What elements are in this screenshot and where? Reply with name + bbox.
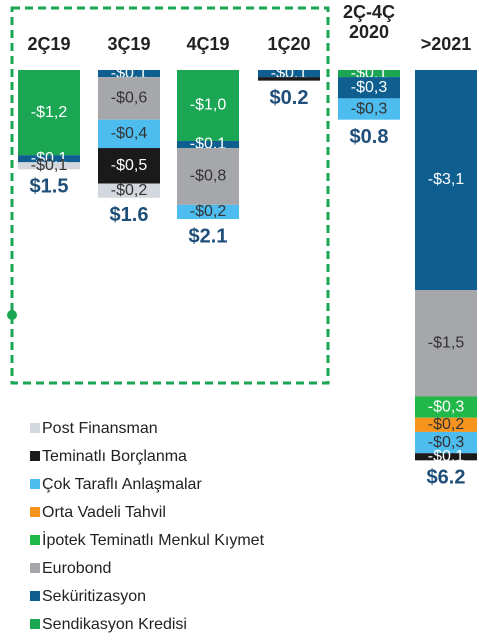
legend-item: Sendikasyon Kredisi <box>30 616 187 634</box>
data-label: -$0,2 <box>428 416 465 433</box>
legend-label: Orta Vadeli Tahvil <box>42 504 166 521</box>
total-label: $1.5 <box>30 176 69 198</box>
legend-label: Post Finansman <box>42 420 158 437</box>
data-label: -$0,3 <box>351 100 388 117</box>
legend-item: Orta Vadeli Tahvil <box>30 504 166 522</box>
data-label: -$0,2 <box>111 182 148 199</box>
total-label: $6.2 <box>427 467 466 489</box>
bar-segment <box>258 77 320 81</box>
bar-segment <box>338 77 400 99</box>
legend-item: Eurobond <box>30 560 111 578</box>
data-label: -$0,2 <box>190 203 227 220</box>
bar-segment <box>177 148 239 205</box>
bar-segment <box>98 119 160 149</box>
data-label: -$0,1 <box>31 157 68 174</box>
legend-item: Teminatlı Borçlanma <box>30 448 187 466</box>
legend-swatch <box>30 563 40 573</box>
data-label: -$0,1 <box>428 448 465 465</box>
legend-swatch <box>30 507 40 517</box>
data-label: -$0,8 <box>190 168 227 185</box>
legend-label: Seküritizasyon <box>42 588 147 605</box>
x-tick-label: 4Ç19 <box>186 34 230 54</box>
bar-segment <box>415 453 477 461</box>
highlight-dot <box>7 310 17 320</box>
bar-segment <box>98 148 160 184</box>
data-label: -$0,6 <box>111 90 148 107</box>
bar-segment <box>415 70 477 290</box>
legend-swatch <box>30 535 40 545</box>
data-label: -$0,4 <box>111 125 148 142</box>
data-label: -$0,3 <box>428 398 465 415</box>
total-label: $0.2 <box>270 87 309 109</box>
legend-item: Seküritizasyon <box>30 588 146 606</box>
bar-segment <box>338 98 400 120</box>
bar-segment <box>415 417 477 432</box>
data-label: -$0,3 <box>351 79 388 96</box>
legend-item: Çok Taraflı Anlaşmalar <box>30 476 202 494</box>
legend-label: Eurobond <box>42 560 112 577</box>
x-tick-label: 2Ç-4Ç 2020 <box>342 2 395 42</box>
legend-label: Teminatlı Borçlanma <box>42 448 187 465</box>
total-label: $1.6 <box>110 204 149 226</box>
bar-segment <box>177 204 239 220</box>
bar-segment <box>177 70 239 141</box>
bar-segment <box>177 140 239 149</box>
data-label: -$1,0 <box>190 97 227 114</box>
x-tick-label: 1Ç20 <box>267 34 311 54</box>
data-label: -$0,5 <box>111 157 148 174</box>
legend-item: Post Finansman <box>30 420 158 438</box>
bar-segment <box>258 70 320 78</box>
legend-label: Sendikasyon Kredisi <box>42 616 187 633</box>
bar-segment <box>98 77 160 120</box>
legend-swatch <box>30 451 40 461</box>
legend-swatch <box>30 423 40 433</box>
x-tick-label: >2021 <box>420 34 472 54</box>
legend-item: İpotek Teminatlı Menkul Kıymet <box>30 532 264 550</box>
bar-segment <box>98 183 160 198</box>
bar-segment <box>415 431 477 454</box>
total-label: $2.1 <box>189 225 228 247</box>
legend-label: Çok Taraflı Anlaşmalar <box>42 476 202 493</box>
bar-segment <box>18 70 80 156</box>
bar-segment <box>338 70 400 78</box>
highlight-box <box>10 6 330 385</box>
legend-swatch <box>30 619 40 629</box>
legend-swatch <box>30 591 40 601</box>
bar-segment <box>415 290 477 397</box>
bar-segment <box>18 162 80 170</box>
bar-segment <box>18 155 80 163</box>
bar-segment <box>98 70 160 78</box>
x-tick-label: 3Ç19 <box>107 34 151 54</box>
bar-segment <box>415 396 477 418</box>
legend-label: İpotek Teminatlı Menkul Kıymet <box>42 532 265 549</box>
total-label: $0.8 <box>350 126 389 148</box>
data-label: -$1,2 <box>31 104 68 121</box>
data-label: -$1,5 <box>428 334 465 351</box>
data-label: -$0,3 <box>428 434 465 451</box>
legend-swatch <box>30 479 40 489</box>
x-tick-label: 2Ç19 <box>27 34 71 54</box>
data-label: -$3,1 <box>428 171 465 188</box>
